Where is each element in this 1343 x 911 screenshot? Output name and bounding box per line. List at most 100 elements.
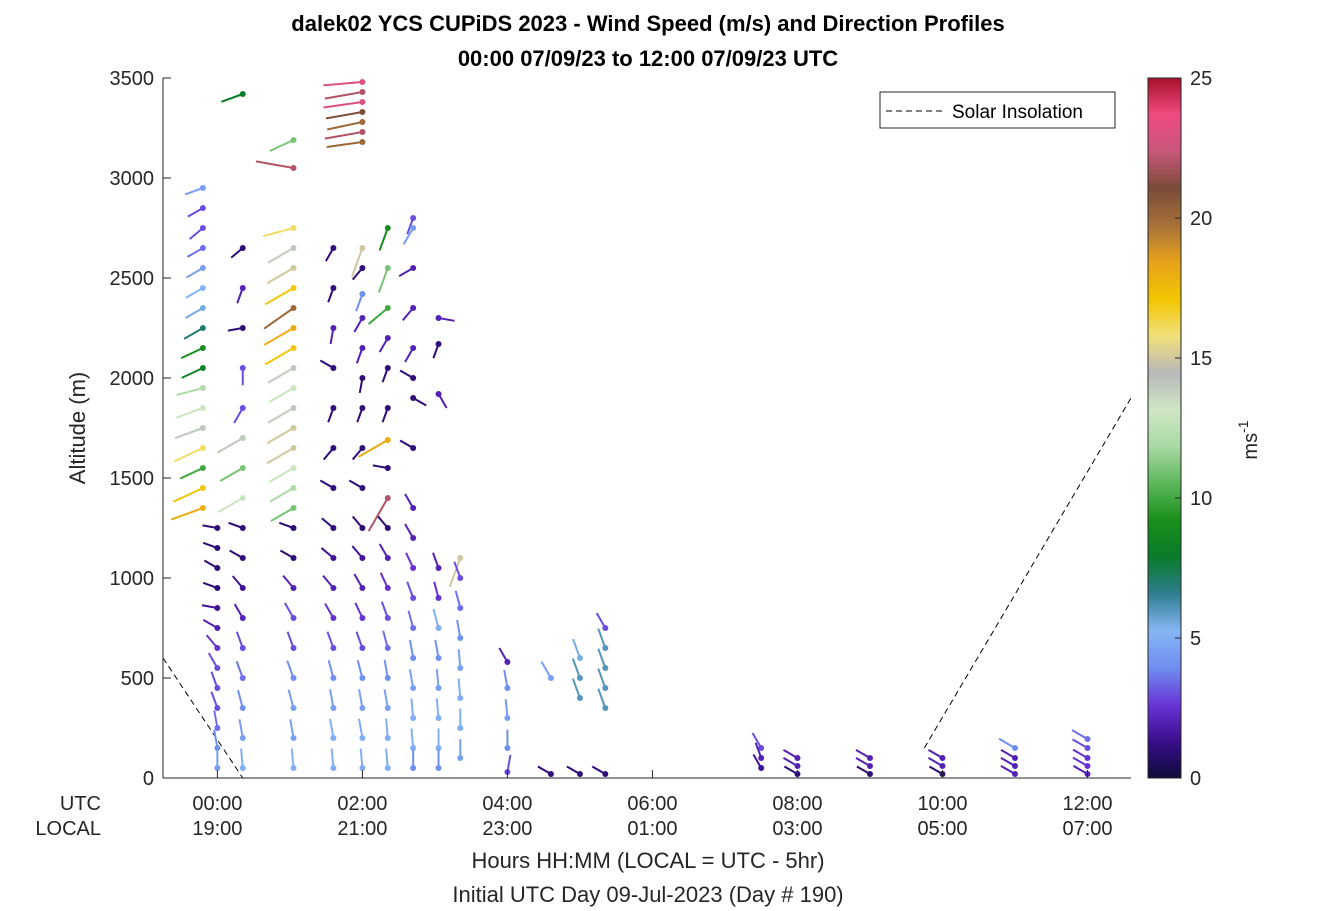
wind-barb-stem: [287, 689, 295, 709]
wind-barb-point: [384, 705, 391, 711]
wind-barb-stem: [385, 718, 389, 739]
wind-barb-point: [214, 585, 221, 591]
wind-barb-point: [330, 525, 337, 531]
wind-barb-point: [384, 585, 391, 591]
wind-barb-point: [457, 555, 464, 561]
wind-barb-point: [410, 745, 417, 751]
wind-barb-point: [457, 575, 464, 581]
x-tick-label-local: 19:00: [192, 818, 242, 840]
wind-barb-stem: [267, 247, 295, 264]
wind-barb-point: [435, 655, 442, 661]
wind-barb-stem: [183, 327, 204, 340]
wind-barb-stem: [266, 447, 295, 465]
wind-barb-point: [239, 675, 246, 681]
wind-barb-point: [199, 345, 206, 351]
wind-barb-stem: [410, 728, 415, 749]
wind-barb-point: [410, 265, 417, 271]
solar-insolation-line: [162, 657, 244, 779]
wind-barb-point: [384, 555, 391, 561]
wind-barb-point: [199, 425, 206, 431]
wind-barb-point: [866, 771, 873, 777]
y-axis-label: Altitude (m): [65, 372, 90, 484]
wind-barb-point: [435, 715, 442, 721]
wind-barb-stem: [181, 367, 204, 379]
wind-barb-point: [1011, 745, 1018, 751]
wind-barb-point: [359, 705, 366, 711]
wind-barb-stem: [504, 699, 509, 719]
wind-barb-point: [290, 465, 297, 471]
wind-barb-point: [384, 265, 391, 271]
y-tick-label: 2000: [110, 368, 155, 390]
wind-barb-stem: [269, 139, 294, 152]
wind-barb-stem: [237, 689, 244, 709]
wind-barb-point: [384, 735, 391, 741]
wind-barb-stem: [240, 748, 244, 769]
wind-barb-point: [384, 615, 391, 621]
wind-barb-stem: [326, 141, 363, 149]
wind-barb-stem: [216, 437, 244, 454]
wind-barb-stem: [383, 689, 389, 709]
wind-barb-point: [214, 745, 221, 751]
wind-barbs: [170, 79, 1091, 777]
wind-barb-stem: [220, 93, 244, 103]
y-ticks: 0 500 1000 1500 2000 2500 3000 3500: [110, 68, 171, 790]
wind-barb-point: [330, 735, 337, 741]
x-axis-label: Hours HH:MM (LOCAL = UTC - 5hr): [471, 848, 824, 873]
wind-barb-stem: [174, 427, 204, 439]
wind-barb-stem: [355, 293, 364, 312]
wind-barb-stem: [383, 659, 389, 679]
wind-barb-point: [214, 625, 221, 631]
wind-barb-point: [290, 405, 297, 411]
wind-barb-stem: [185, 307, 204, 319]
wind-barb-stem: [435, 698, 440, 719]
wind-barb-stem: [457, 649, 462, 669]
wind-barb-point: [330, 615, 337, 621]
wind-barb-point: [576, 655, 583, 661]
wind-barb-stem: [998, 737, 1016, 749]
x-tick-label-local: 07:00: [1062, 818, 1112, 840]
wind-barb-point: [410, 375, 417, 381]
wind-barb-point: [1011, 755, 1018, 761]
wind-barb-stem: [408, 639, 415, 659]
wind-barb-point: [359, 345, 366, 351]
wind-barb-stem: [266, 427, 295, 445]
wind-barb-point: [239, 735, 246, 741]
plot-background: [163, 78, 1131, 778]
wind-barb-point: [239, 365, 246, 371]
x-tick-label-local: 01:00: [627, 818, 677, 840]
wind-barb-point: [1084, 736, 1091, 742]
wind-barb-stem: [597, 648, 607, 669]
wind-barb-point: [290, 305, 297, 311]
wind-barb-stem: [456, 619, 462, 639]
wind-barb-point: [457, 605, 464, 611]
wind-barb-point: [330, 285, 337, 291]
legend-entry-solar-insolation: Solar Insolation: [952, 102, 1083, 123]
wind-barb-point: [457, 755, 464, 761]
wind-barb-point: [359, 585, 366, 591]
wind-barb-stem: [268, 387, 295, 404]
wind-barb-point: [239, 91, 246, 97]
wind-barb-stem: [327, 659, 335, 679]
colorbar-tick-label: 25: [1190, 68, 1212, 90]
wind-barb-point: [330, 585, 337, 591]
wind-barb-stem: [170, 507, 204, 521]
wind-barb-stem: [597, 668, 607, 689]
wind-barb-stem: [572, 638, 581, 659]
wind-barb-point: [504, 659, 511, 665]
wind-barb-point: [576, 695, 583, 701]
wind-barb-point: [435, 391, 442, 397]
plot-area: [162, 78, 1132, 779]
wind-barb-point: [359, 291, 366, 297]
wind-barb-point: [384, 405, 391, 411]
wind-barb-stem: [367, 497, 389, 532]
wind-barb-point: [576, 771, 583, 777]
wind-barb-point: [359, 485, 366, 491]
wind-barb-point: [410, 505, 417, 511]
solar-insolation-lines: [162, 397, 1132, 779]
wind-barb-point: [435, 765, 442, 771]
wind-barb-point: [330, 555, 337, 561]
wind-barb-point: [384, 675, 391, 681]
wind-barb-point: [290, 325, 297, 331]
wind-barb-point: [290, 705, 297, 711]
wind-barb-point: [290, 505, 297, 511]
